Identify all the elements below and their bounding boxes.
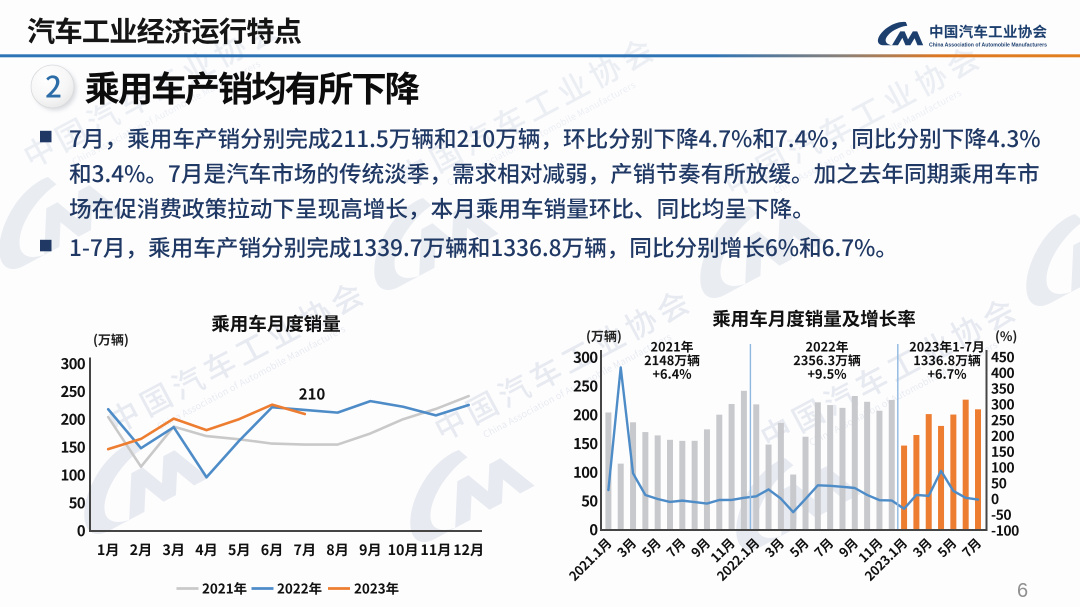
svg-text:6: 6 <box>1017 580 1028 602</box>
svg-text:China Association of Automobil: China Association of Automobile Manufact… <box>929 43 1048 49</box>
